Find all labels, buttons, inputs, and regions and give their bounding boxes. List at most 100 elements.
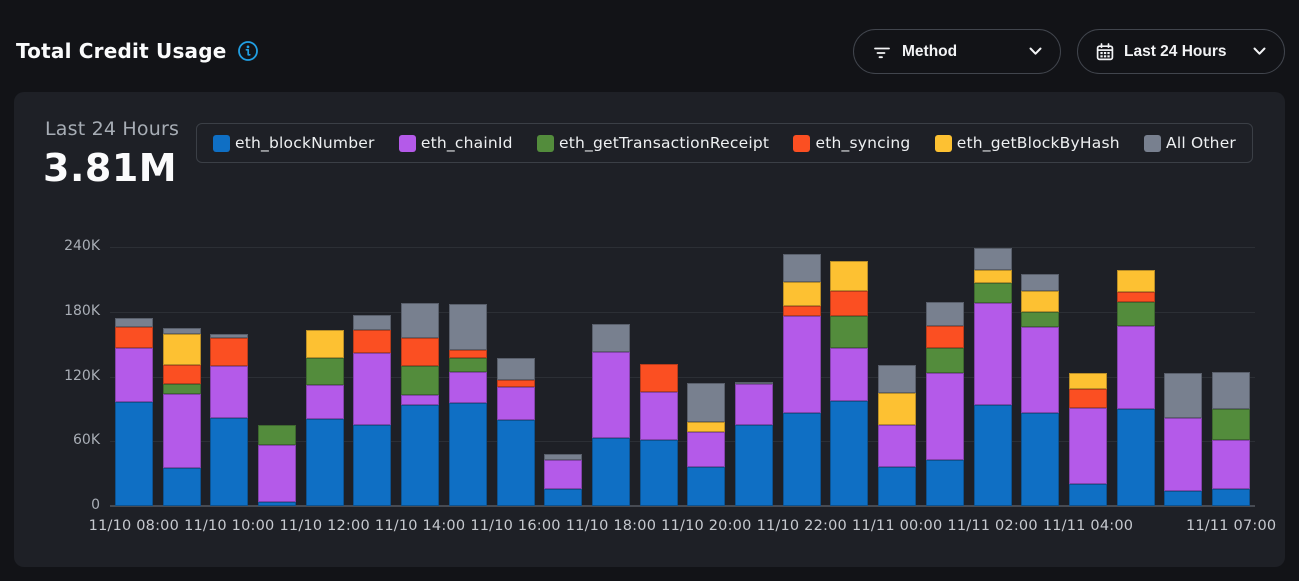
legend-item-all-other[interactable]: All Other bbox=[1144, 134, 1236, 152]
bar-segment-eth-blocknumber bbox=[782, 413, 821, 506]
bar-segment-eth-blocknumber bbox=[448, 403, 487, 506]
bar-segment-eth-chainid bbox=[1212, 440, 1251, 489]
bar-segment-eth-gettransactionreceipt bbox=[1116, 302, 1155, 326]
bar-segment-eth-chainid bbox=[257, 444, 296, 502]
bar-segment-eth-blocknumber bbox=[257, 501, 296, 506]
legend-label: All Other bbox=[1166, 134, 1236, 152]
y-axis-tick: 240K bbox=[64, 238, 100, 254]
legend-item-eth-chainid[interactable]: eth_chainId bbox=[398, 134, 513, 152]
bar-segment-eth-getblockbyhash bbox=[878, 392, 917, 426]
bar-11-10-10-00[interactable] bbox=[210, 334, 249, 506]
bar-segment-eth-syncing bbox=[114, 326, 153, 349]
method-filter-label: Method bbox=[902, 42, 958, 60]
bar-segment-eth-gettransactionreceipt bbox=[830, 316, 869, 349]
bar-segment-eth-chainid bbox=[162, 393, 201, 469]
bar-segment-eth-getblockbyhash bbox=[1021, 291, 1060, 312]
bar-segment-eth-gettransactionreceipt bbox=[401, 365, 440, 395]
bar-segment-eth-syncing bbox=[162, 364, 201, 385]
x-axis-tick: 11/11 07:00 bbox=[1185, 518, 1277, 534]
bar-segment-eth-blocknumber bbox=[830, 401, 869, 506]
gridline-240K bbox=[110, 247, 1255, 248]
bar-11-10-17-00[interactable] bbox=[544, 454, 583, 506]
x-axis-tick: 11/10 12:00 bbox=[279, 518, 370, 534]
x-axis-tick: 11/11 04:00 bbox=[1042, 518, 1134, 534]
bar-segment-eth-blocknumber bbox=[639, 440, 678, 506]
legend-item-eth-syncing[interactable]: eth_syncing bbox=[793, 134, 910, 152]
bar-segment-eth-syncing bbox=[496, 379, 535, 388]
bar-segment-eth-getblockbyhash bbox=[1116, 269, 1155, 293]
bar-segment-all-other bbox=[687, 383, 726, 422]
bar-segment-all-other bbox=[401, 303, 440, 338]
bar-segment-eth-gettransactionreceipt bbox=[925, 348, 964, 374]
bar-segment-eth-gettransactionreceipt bbox=[448, 358, 487, 373]
bar-11-10-15-00[interactable] bbox=[448, 304, 487, 506]
bar-segment-eth-chainid bbox=[973, 303, 1012, 405]
bar-11-10-23-00[interactable] bbox=[830, 261, 869, 506]
bar-segment-eth-getblockbyhash bbox=[1069, 373, 1108, 390]
bar-segment-eth-chainid bbox=[687, 431, 726, 468]
legend-label: eth_getBlockByHash bbox=[956, 134, 1120, 152]
legend-item-eth-gettransactionreceipt[interactable]: eth_getTransactionReceipt bbox=[536, 134, 769, 152]
gridline-180K bbox=[110, 311, 1255, 313]
page-title: Total Credit Usage bbox=[16, 39, 259, 63]
x-axis-tick: 11/10 20:00 bbox=[661, 518, 752, 534]
total-value: 3.81M bbox=[43, 146, 178, 190]
method-filter-button[interactable]: Method bbox=[853, 29, 1061, 74]
bar-11-10-13-00[interactable] bbox=[353, 315, 392, 506]
legend-item-eth-blocknumber[interactable]: eth_blockNumber bbox=[213, 134, 375, 152]
bar-segment-eth-chainid bbox=[639, 391, 678, 441]
bar-segment-eth-gettransactionreceipt bbox=[973, 282, 1012, 304]
bar-segment-eth-syncing bbox=[639, 363, 678, 392]
bar-segment-eth-gettransactionreceipt bbox=[305, 358, 344, 386]
bar-segment-eth-syncing bbox=[448, 349, 487, 359]
bar-11-10-21-00[interactable] bbox=[735, 381, 774, 506]
bar-11-11-05-00[interactable] bbox=[1116, 269, 1155, 506]
x-axis-line bbox=[110, 505, 1255, 507]
gridline-60K bbox=[110, 441, 1255, 443]
bar-segment-eth-syncing bbox=[782, 306, 821, 317]
bar-segment-eth-getblockbyhash bbox=[687, 421, 726, 432]
bar-11-10-20-00[interactable] bbox=[687, 383, 726, 506]
legend-swatch bbox=[793, 134, 811, 152]
x-axis-tick: 11/11 02:00 bbox=[947, 518, 1038, 534]
bar-segment-eth-blocknumber bbox=[305, 418, 344, 506]
bar-11-11-06-00[interactable] bbox=[1164, 373, 1203, 506]
bar-11-11-02-00[interactable] bbox=[973, 248, 1012, 506]
bar-segment-eth-blocknumber bbox=[925, 459, 964, 506]
bar-segment-eth-syncing bbox=[925, 325, 964, 349]
bar-11-10-09-00[interactable] bbox=[162, 327, 201, 506]
y-axis-tick: 60K bbox=[73, 432, 100, 449]
bar-segment-eth-blocknumber bbox=[210, 417, 249, 506]
bar-11-11-04-00[interactable] bbox=[1069, 373, 1108, 506]
bar-11-10-19-00[interactable] bbox=[639, 363, 678, 506]
bar-11-11-01-00[interactable] bbox=[925, 302, 964, 506]
bar-segment-eth-syncing bbox=[353, 330, 392, 353]
bar-segment-eth-blocknumber bbox=[687, 467, 726, 506]
bar-11-10-11-00[interactable] bbox=[257, 425, 296, 506]
time-range-button[interactable]: Last 24 Hours bbox=[1077, 29, 1285, 74]
bar-11-10-08-00[interactable] bbox=[114, 318, 153, 506]
bar-11-11-03-00[interactable] bbox=[1021, 274, 1060, 506]
bar-11-10-12-00[interactable] bbox=[305, 330, 344, 506]
bar-11-10-18-00[interactable] bbox=[591, 323, 630, 506]
legend-label: eth_chainId bbox=[420, 134, 513, 152]
bar-11-10-22-00[interactable] bbox=[782, 253, 821, 506]
bar-segment-eth-gettransactionreceipt bbox=[257, 425, 296, 445]
legend-item-eth-getblockbyhash[interactable]: eth_getBlockByHash bbox=[934, 134, 1120, 152]
bar-segment-eth-gettransactionreceipt bbox=[162, 384, 201, 394]
bar-segment-eth-blocknumber bbox=[735, 425, 774, 506]
bar-segment-all-other bbox=[973, 248, 1012, 270]
info-icon[interactable] bbox=[237, 40, 259, 62]
bar-segment-eth-getblockbyhash bbox=[782, 281, 821, 307]
bar-segment-eth-chainid bbox=[1021, 326, 1060, 414]
credit-usage-card: Last 24 Hours 3.81M eth_blockNumber eth_c… bbox=[14, 92, 1285, 567]
bar-segment-eth-blocknumber bbox=[878, 467, 917, 506]
bar-11-10-16-00[interactable] bbox=[496, 358, 535, 506]
bar-11-11-00-00[interactable] bbox=[878, 364, 917, 506]
bar-11-11-07-00[interactable] bbox=[1212, 372, 1251, 506]
gridline-120K bbox=[110, 376, 1255, 378]
bar-segment-eth-getblockbyhash bbox=[162, 334, 201, 365]
bar-11-10-14-00[interactable] bbox=[401, 303, 440, 506]
x-axis-tick: 11/10 08:00 bbox=[88, 518, 180, 534]
x-axis-tick: 11/11 00:00 bbox=[851, 518, 943, 534]
